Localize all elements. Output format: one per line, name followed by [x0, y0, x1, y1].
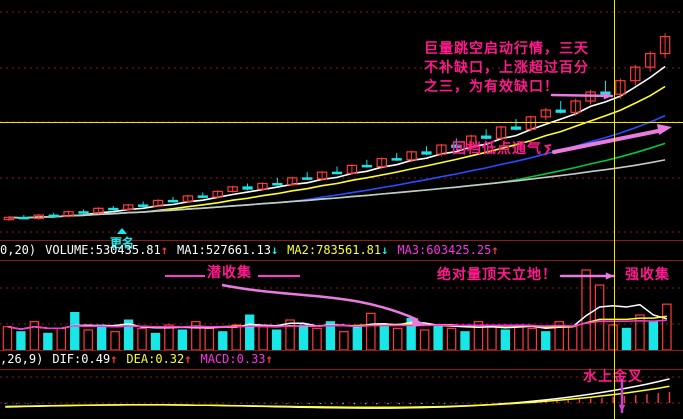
annotation-gap-line3: 之三，为有效缺口！: [424, 79, 559, 95]
volume-chart-canvas: [0, 269, 683, 351]
price-chart-canvas: [0, 11, 683, 233]
annotation-strong-accumulation: 强收集: [625, 267, 670, 283]
panel-divider-volume-top: [0, 260, 683, 261]
macd-up-arrow-icon: ↑: [265, 352, 273, 366]
volume-field-ma1: MA1:527661.13↓: [176, 243, 279, 257]
panel-divider-macd-top: [0, 369, 683, 370]
annotation-gap-line1: 巨量跳空启动行情，三天: [424, 41, 589, 57]
macd-field-dea: DEA:0.32↑: [126, 352, 192, 366]
macd-params: ,26,9): [0, 352, 44, 366]
candlestick-price-panel[interactable]: [0, 0, 683, 238]
ma2-down-arrow-icon: ↓: [381, 243, 389, 257]
ma1-down-arrow-icon: ↓: [270, 243, 279, 257]
volume-field-volume: VOLUME:530435.81↑: [45, 243, 168, 257]
macd-chart-canvas: [0, 376, 683, 409]
panel-divider-price-bottom: [0, 240, 683, 241]
annotation-hidden-accumulation: 潜收集: [207, 265, 252, 281]
annotation-gap-line2: 不补缺口，上涨超过百分: [424, 60, 589, 76]
volume-field-ma3: MA3:603425.25↑: [397, 243, 499, 257]
macd-info-bar: ,26,9) DIF:0.49↑ DEA:0.32↑ MACD:0.33↑: [0, 352, 282, 367]
crosshair-horizontal-line[interactable]: [0, 122, 683, 123]
rename-marker-triangle-icon: [117, 228, 127, 234]
volume-field-ma2: MA2:783561.81↓: [287, 243, 389, 257]
volume-panel[interactable]: [0, 262, 683, 352]
rename-label: 更名: [110, 236, 135, 250]
panel-divider-volume-bottom: [0, 350, 683, 351]
dif-up-arrow-icon: ↑: [110, 352, 118, 366]
volume-info-bar: 0,20) VOLUME:530435.81↑ MA1:527661.13↓ MA2:…: [0, 243, 508, 258]
volume-params: 0,20): [0, 243, 37, 257]
crosshair-vertical-line[interactable]: [614, 0, 615, 419]
macd-field-dif: DIF:0.49↑: [52, 352, 118, 366]
annotation-pullback-note: 回档低点通气: [452, 141, 542, 157]
annotation-absolute-volume: 绝对量顶天立地！: [437, 267, 557, 283]
annotation-golden-cross: 水上金叉: [583, 369, 643, 385]
volume-up-arrow-icon: ↑: [160, 243, 168, 257]
macd-field-macd: MACD:0.33↑: [200, 352, 273, 366]
ma3-up-arrow-icon: ↑: [491, 243, 499, 257]
dea-up-arrow-icon: ↑: [184, 352, 192, 366]
macd-panel[interactable]: [0, 371, 683, 419]
annotation-gap-note: 巨量跳空启动行情，三天 不补缺口，上涨超过百分 之三，为有效缺口！: [424, 40, 589, 97]
